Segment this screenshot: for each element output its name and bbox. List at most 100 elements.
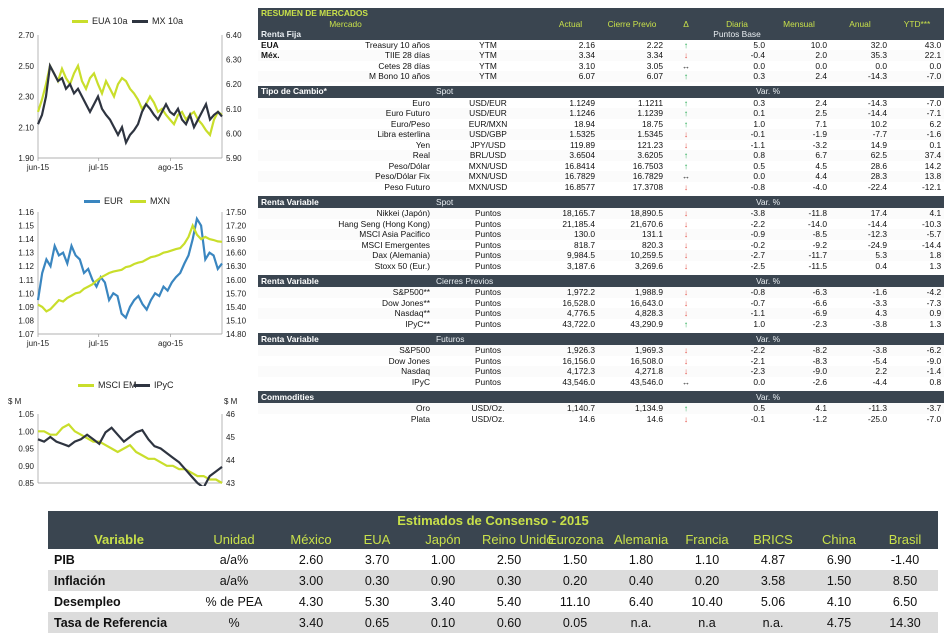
daily-change: 0.5 xyxy=(753,160,765,171)
previous-close: 1,134.9 xyxy=(598,403,666,414)
annual-change: 32.0 xyxy=(870,39,887,50)
unit: YTM xyxy=(479,60,497,71)
section-header: Renta Variable Cierres Previos Var. % xyxy=(258,275,945,287)
actual-value: 16,528.0 xyxy=(562,297,595,308)
consensus-value: 3.70 xyxy=(364,552,390,567)
consensus-value: 1.10 xyxy=(694,552,720,567)
ytd-change: -14.4 xyxy=(922,239,942,250)
daily-change: -2.2 xyxy=(750,218,765,229)
y-right-tick-label: 16.90 xyxy=(226,235,247,244)
monthly-change: -9.2 xyxy=(812,239,827,250)
monthly-change: 4.4 xyxy=(768,171,830,182)
actual-value: 1,926.3 xyxy=(543,345,598,356)
consensus-value: 5.06 xyxy=(760,594,786,609)
ytd-change: 1.3 xyxy=(929,318,942,329)
section-label: Tipo de Cambio* xyxy=(258,85,433,98)
previous-close: 3,269.6 xyxy=(635,260,663,271)
consensus-value: 14.30 xyxy=(872,612,938,633)
consensus-col-header: Francia xyxy=(674,529,740,549)
daily-change: 0.3 xyxy=(706,71,768,82)
direction-arrow-icon: ↓ xyxy=(683,181,689,192)
y-right-tick-label: 15.70 xyxy=(226,289,247,298)
unit: Puntos xyxy=(474,376,502,387)
y-right-tick-label: 17.20 xyxy=(226,222,247,231)
direction-arrow-icon: ↓ xyxy=(666,229,706,240)
consensus-variable: Tasa de Referencia xyxy=(48,612,190,633)
section-header: Renta Variable Spot Var. % xyxy=(258,196,945,208)
actual-value: 16.7829 xyxy=(543,171,598,182)
x-tick-label: jun-15 xyxy=(26,339,50,348)
market-row: Nikkei (Japón) Puntos 18,165.7 18,890.5 ↓ -3.… xyxy=(258,208,945,219)
consensus-value: 3.00 xyxy=(278,570,344,591)
market-row: Méx. TIIE 28 días YTM 3.34 3.34 ↓ -0.4 2.0 35.3 2… xyxy=(258,50,945,61)
y-right-tick-label: 6.20 xyxy=(226,80,242,89)
consensus-value: 3.40 xyxy=(430,594,456,609)
consensus-value: a/a% xyxy=(190,570,278,591)
previous-close: 1,988.9 xyxy=(598,287,666,298)
ytd-change: 1.3 xyxy=(929,260,942,271)
instrument-name: Euro xyxy=(412,97,430,108)
ytd-change: -7.0 xyxy=(926,97,942,108)
consensus-row: Desempleo % de PEA 4.30 5.30 3.40 5.40 11.10 6.… xyxy=(48,591,938,612)
previous-close: 21,670.6 xyxy=(630,218,663,229)
unit: Puntos xyxy=(433,308,543,319)
actual-value: 1,972.2 xyxy=(543,287,598,298)
consensus-col-header: BRICS xyxy=(740,529,806,549)
legend-swatch xyxy=(130,200,146,203)
instrument-name: Dow Jones xyxy=(388,355,430,366)
y-left-tick-label: 2.50 xyxy=(18,62,34,71)
consensus-value: 4.30 xyxy=(298,594,324,609)
instrument-name: Dax (Alemania) xyxy=(258,250,433,261)
consensus-estimates: Estimados de Consenso - 2015 Variable Uni… xyxy=(48,511,938,633)
annual-change: -24.9 xyxy=(867,239,887,250)
ytd-change: 14.2 xyxy=(924,160,942,171)
actual-value: 818.7 xyxy=(574,239,595,250)
consensus-value: n.a. xyxy=(608,612,674,633)
instrument-name: S&P500** xyxy=(258,287,433,298)
annual-change: -25.0 xyxy=(867,413,887,424)
series-line-mxn xyxy=(37,222,223,313)
market-row: IPyC** Puntos 43,722.0 43,290.9 ↑ 1.0 -2.3 -3.8… xyxy=(258,319,944,330)
monthly-change: -9.0 xyxy=(768,366,830,377)
y-left-tick-label: 0.85 xyxy=(18,479,34,486)
y-left-tick-label: 1.12 xyxy=(18,262,34,271)
actual-value: 21,185.4 xyxy=(562,218,595,229)
ytd-change: -4.2 xyxy=(890,287,945,298)
col-mercado: Mercado xyxy=(258,18,433,29)
ytd-change: 4.1 xyxy=(890,208,945,219)
actual-value: 4,172.3 xyxy=(543,366,598,377)
instrument-name: M Bono 10 años xyxy=(258,71,433,82)
annual-change: 62.5 xyxy=(830,150,890,161)
direction-arrow-icon: ↔ xyxy=(681,376,691,387)
market-row: Libra esterlina USD/GBP 1.5325 1.5345 ↓ -0.1-… xyxy=(258,129,945,140)
annual-change: -22.4 xyxy=(867,181,887,192)
consensus-value: 0.65 xyxy=(344,612,410,633)
previous-close: 16.7829 xyxy=(598,171,666,182)
monthly-change: 0.0 xyxy=(815,60,827,71)
direction-arrow-icon: ↑ xyxy=(666,403,706,414)
y-right-tick-label: 14.80 xyxy=(226,330,247,339)
renta-fija-label: Renta Fija xyxy=(258,29,706,40)
y-right-tick-label: 44 xyxy=(226,456,235,465)
daily-change: -2.5 xyxy=(750,260,765,271)
monthly-change: -8.2 xyxy=(768,345,830,356)
section-sublabel: Cierres Previos xyxy=(433,275,706,287)
ytd-change: -12.1 xyxy=(922,181,942,192)
consensus-value: % de PEA xyxy=(205,594,263,609)
unit: Puntos xyxy=(474,297,502,308)
instrument-name: Oro xyxy=(258,403,433,414)
col-actual: Actual xyxy=(543,18,598,29)
consensus-col-header: China xyxy=(806,529,872,549)
consensus-value: 1.80 xyxy=(628,552,654,567)
variation-label: Var. % xyxy=(706,85,830,98)
direction-arrow-icon: ↓ xyxy=(683,239,689,250)
y-left-tick-label: 1.13 xyxy=(18,249,34,258)
instrument-name: Nasdaq xyxy=(258,366,433,377)
actual-value: 3,187.6 xyxy=(567,260,595,271)
previous-close: 14.6 xyxy=(646,413,663,424)
instrument-label: Treasury 10 años xyxy=(365,39,430,50)
monthly-change: 2.5 xyxy=(768,108,830,119)
monthly-change: 6.7 xyxy=(768,150,830,161)
daily-change: -2.1 xyxy=(750,355,765,366)
ytd-change: -3.7 xyxy=(890,403,945,414)
